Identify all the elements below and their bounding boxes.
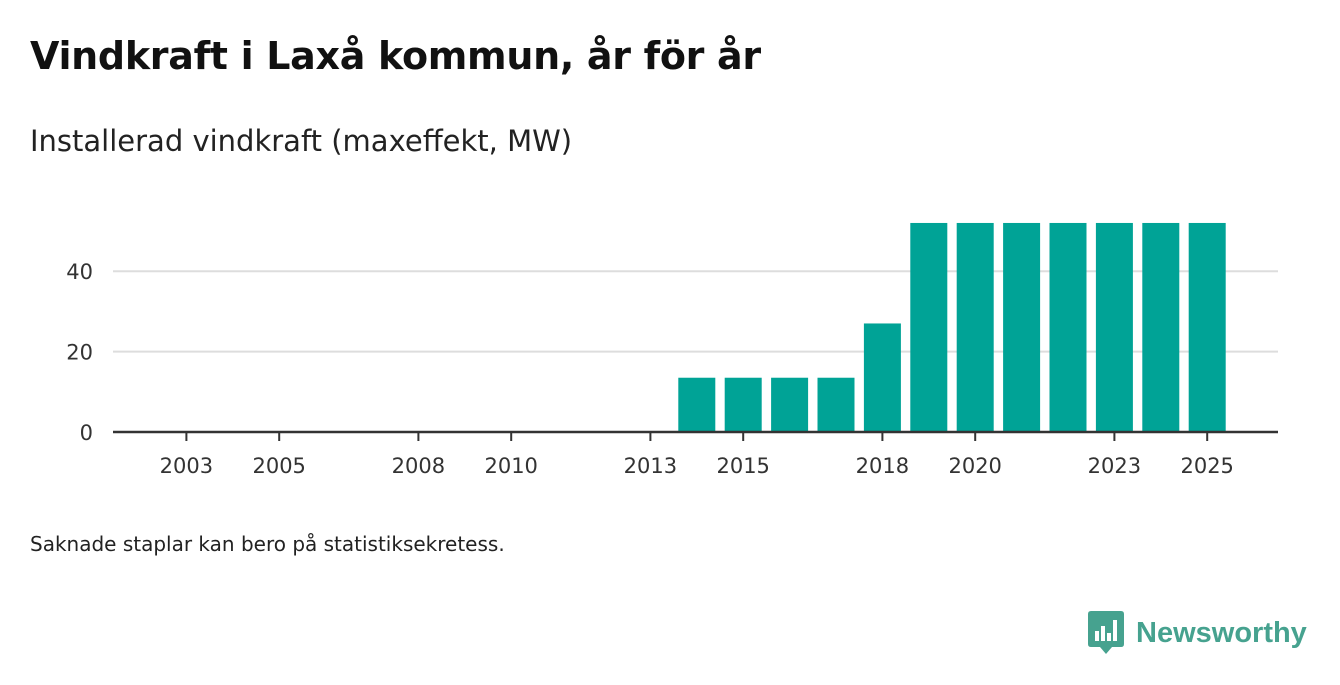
bar-2020[interactable] [956,222,994,432]
y-tick-label: 40 [66,260,93,284]
x-tick-label: 2013 [624,454,677,478]
x-tick-label: 2015 [716,454,769,478]
bars [678,222,1226,432]
x-tick-label: 2010 [484,454,537,478]
x-tick-label: 2008 [392,454,445,478]
bar-2018[interactable] [863,323,901,432]
bar-2024[interactable] [1142,222,1180,432]
x-tick-label: 2003 [160,454,213,478]
x-tick-label: 2023 [1088,454,1141,478]
bar-2015[interactable] [724,377,762,432]
bar-2023[interactable] [1095,222,1133,432]
footnote: Saknade staplar kan bero på statistiksek… [30,532,505,556]
bar-2025[interactable] [1188,222,1226,432]
x-tick-label: 2020 [948,454,1001,478]
y-tick-label: 20 [66,341,93,365]
brand-name: Newsworthy [1136,616,1307,649]
y-tick-label: 0 [80,421,93,445]
bar-2022[interactable] [1049,222,1087,432]
y-tick-labels: 0 20 40 [66,260,93,445]
newsworthy-icon [1088,611,1124,654]
x-axis [113,430,1278,441]
chart-title: Vindkraft i Laxå kommun, år för år [30,34,761,78]
bar-2017[interactable] [817,377,855,432]
bar-2021[interactable] [1003,222,1041,432]
bar-2016[interactable] [771,377,809,432]
chart-subtitle: Installerad vindkraft (maxeffekt, MW) [30,124,573,158]
x-tick-labels: 2003 2005 2008 2010 2013 2015 2018 2020 2023 2025 [160,454,1234,478]
x-tick-label: 2005 [252,454,305,478]
x-tick-label: 2018 [856,454,909,478]
x-tick-label: 2025 [1180,454,1233,478]
bar-2019[interactable] [910,222,948,432]
newsworthy-logo[interactable]: Newsworthy [1088,611,1307,655]
bar-2014[interactable] [678,377,716,432]
